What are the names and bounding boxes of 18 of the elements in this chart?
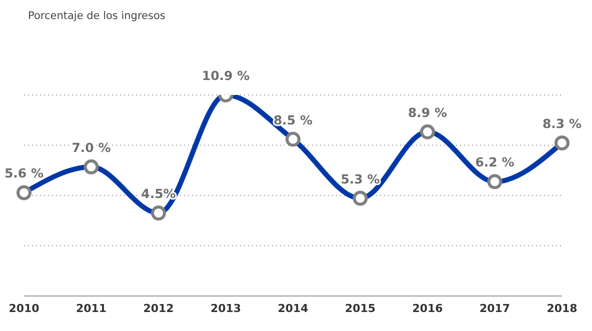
- data-label: 8.9 %: [408, 104, 448, 120]
- data-label: 8.5 %: [273, 112, 313, 128]
- x-tick-label: 2018: [546, 302, 578, 315]
- x-tick-label: 2014: [278, 302, 309, 315]
- x-tick-label: 2015: [344, 302, 376, 315]
- data-label: 8.3 %: [542, 116, 582, 131]
- data-label: 5.3 %: [340, 171, 380, 186]
- x-tick-label: 2013: [210, 302, 242, 315]
- x-tick-label: 2011: [76, 302, 107, 315]
- x-tick-label: 2017: [479, 302, 510, 315]
- chart-title: Porcentaje de los ingresos: [28, 10, 166, 22]
- x-tick-label: 2012: [143, 302, 174, 315]
- x-tick-label: 2010: [8, 302, 40, 315]
- data-label: 10.9 %: [202, 68, 250, 83]
- data-label: 7.0 %: [72, 140, 112, 155]
- x-tick-label: 2016: [412, 302, 444, 315]
- data-label: 5.6 %: [4, 166, 44, 181]
- data-label: 6.2 %: [475, 154, 515, 170]
